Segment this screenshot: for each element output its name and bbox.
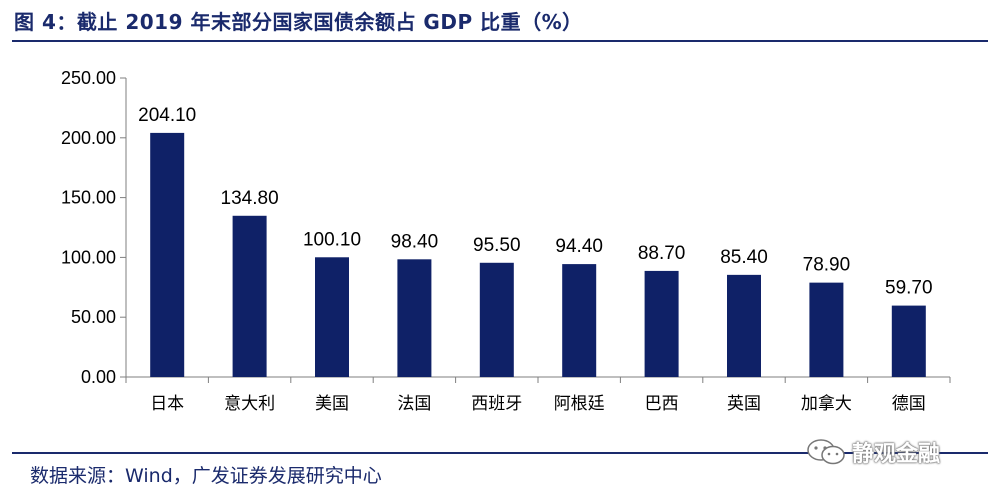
chart-title: 图 4：截止 2019 年末部分国家国债余额占 GDP 比重（%）	[14, 10, 583, 34]
bar	[150, 132, 185, 377]
y-tick-label: 0.00	[81, 367, 116, 387]
category-label: 加拿大	[801, 393, 852, 414]
data-label: 78.90	[803, 255, 851, 276]
bar	[727, 274, 761, 377]
y-tick-label: 200.00	[61, 128, 116, 148]
category-label: 日本	[150, 394, 184, 414]
bar	[397, 259, 432, 377]
category-label: 美国	[315, 394, 349, 414]
watermark-text: 静观金融	[852, 442, 941, 467]
category-label: 法国	[397, 394, 431, 414]
category-label: 意大利	[224, 394, 275, 414]
category-label: 阿根廷	[554, 394, 605, 414]
source-note: 数据来源：Wind，广发证券发展研究中心	[30, 465, 382, 487]
bar	[479, 262, 514, 377]
footer-rule	[12, 452, 988, 454]
bar	[809, 282, 844, 377]
y-tick-label: 50.00	[71, 307, 116, 327]
data-label: 59.70	[885, 278, 933, 299]
title-rule	[12, 40, 988, 42]
bar	[315, 257, 349, 377]
data-label: 134.80	[221, 188, 279, 209]
data-label: 204.10	[138, 105, 196, 126]
y-tick-label: 150.00	[61, 188, 116, 208]
watermark: 静观金融	[806, 436, 940, 468]
data-label: 95.50	[473, 235, 521, 256]
category-label: 巴西	[645, 394, 679, 414]
bar	[891, 305, 926, 377]
bar-chart: 0.00 50.00 100.00 150.00 200.00 250.00 204.10 日…	[61, 68, 951, 414]
data-label: 98.40	[391, 231, 439, 252]
data-label: 100.10	[303, 229, 361, 250]
wechat-icon	[807, 439, 845, 465]
y-tick-label: 250.00	[61, 68, 116, 88]
data-label: 94.40	[555, 236, 603, 257]
bar	[232, 215, 267, 377]
category-label: 德国	[892, 394, 926, 414]
bar	[644, 270, 679, 377]
data-label: 85.40	[720, 247, 768, 268]
category-label: 英国	[727, 394, 761, 414]
y-tick-label: 100.00	[61, 247, 116, 267]
category-label: 西班牙	[471, 394, 522, 414]
bar	[562, 264, 597, 377]
data-label: 88.70	[638, 243, 686, 264]
